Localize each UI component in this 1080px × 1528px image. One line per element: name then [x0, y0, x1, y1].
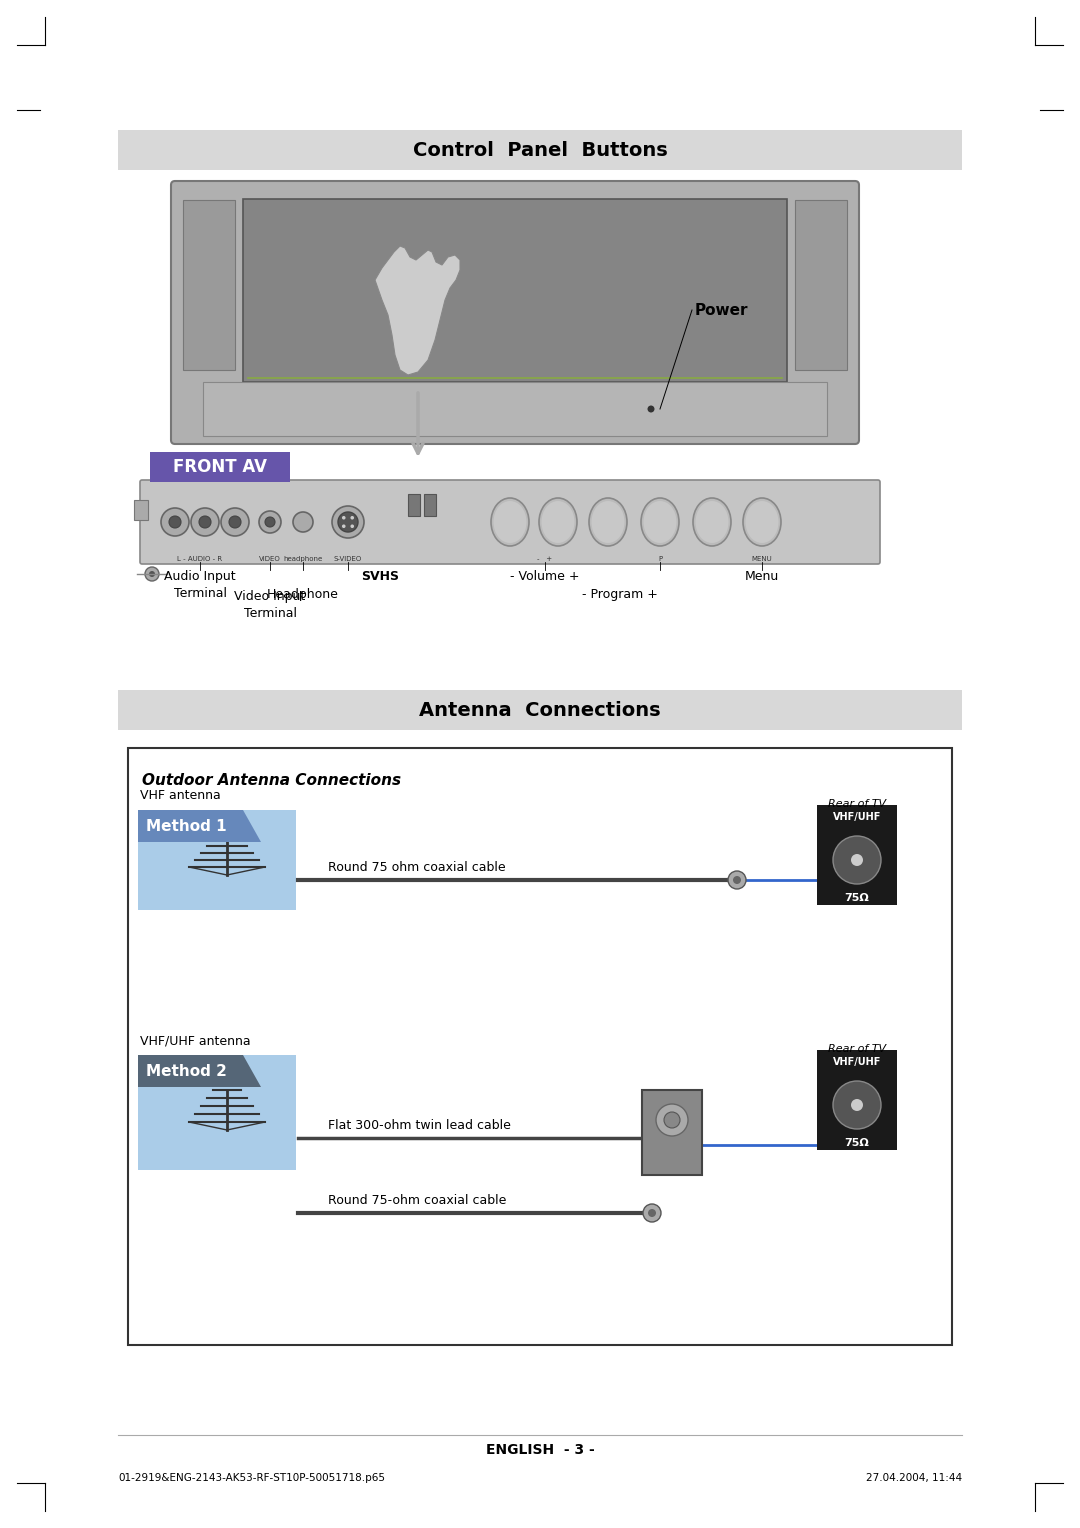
- Ellipse shape: [592, 501, 624, 542]
- Text: Flat 300-ohm twin lead cable: Flat 300-ohm twin lead cable: [328, 1118, 511, 1132]
- Ellipse shape: [693, 498, 731, 545]
- Circle shape: [145, 567, 159, 581]
- Text: - Program +: - Program +: [582, 588, 658, 601]
- Text: -   +: - +: [538, 556, 553, 562]
- Text: Antenna  Connections: Antenna Connections: [419, 700, 661, 720]
- Text: Video Input
Terminal: Video Input Terminal: [234, 590, 306, 620]
- Text: Round 75 ohm coaxial cable: Round 75 ohm coaxial cable: [328, 860, 505, 874]
- Text: 75Ω: 75Ω: [845, 1138, 869, 1148]
- Text: S-VIDEO: S-VIDEO: [334, 556, 362, 562]
- Text: Rear of TV: Rear of TV: [828, 799, 886, 808]
- Bar: [118, 691, 962, 730]
- Polygon shape: [243, 810, 261, 842]
- Text: Outdoor Antenna Connections: Outdoor Antenna Connections: [141, 773, 401, 787]
- Bar: [138, 1054, 243, 1086]
- Ellipse shape: [743, 498, 781, 545]
- Bar: [816, 1050, 897, 1151]
- Text: VHF/UHF antenna: VHF/UHF antenna: [140, 1034, 251, 1047]
- Ellipse shape: [494, 501, 527, 542]
- Circle shape: [338, 512, 357, 532]
- Circle shape: [191, 507, 219, 536]
- Circle shape: [293, 512, 313, 532]
- Text: VHF/UHF: VHF/UHF: [833, 811, 881, 822]
- Bar: [150, 452, 291, 481]
- FancyBboxPatch shape: [140, 480, 880, 564]
- Ellipse shape: [491, 498, 529, 545]
- Text: MENU: MENU: [752, 556, 772, 562]
- Circle shape: [259, 510, 281, 533]
- Bar: [118, 130, 962, 170]
- Polygon shape: [243, 1054, 261, 1086]
- Circle shape: [342, 516, 346, 520]
- Circle shape: [332, 506, 364, 538]
- Text: 75Ω: 75Ω: [845, 892, 869, 903]
- Circle shape: [656, 1105, 688, 1135]
- Circle shape: [350, 524, 354, 529]
- Circle shape: [851, 1099, 863, 1111]
- Circle shape: [221, 507, 249, 536]
- Circle shape: [664, 1112, 680, 1128]
- Circle shape: [648, 1209, 656, 1216]
- Bar: [203, 382, 827, 435]
- FancyBboxPatch shape: [171, 180, 859, 445]
- Circle shape: [833, 836, 881, 885]
- Bar: [138, 810, 296, 911]
- Circle shape: [648, 405, 654, 413]
- Bar: [138, 810, 243, 842]
- Circle shape: [851, 854, 863, 866]
- Circle shape: [168, 516, 181, 529]
- Ellipse shape: [589, 498, 627, 545]
- Circle shape: [833, 1080, 881, 1129]
- Circle shape: [643, 1204, 661, 1222]
- Text: SVHS: SVHS: [361, 570, 399, 584]
- Text: Audio Input
Terminal: Audio Input Terminal: [164, 570, 235, 601]
- Ellipse shape: [541, 501, 575, 542]
- Circle shape: [728, 871, 746, 889]
- Text: Menu: Menu: [745, 570, 779, 584]
- Polygon shape: [375, 246, 460, 374]
- Circle shape: [733, 876, 741, 885]
- Bar: [129, 749, 951, 1345]
- Text: P: P: [658, 556, 662, 562]
- Ellipse shape: [539, 498, 577, 545]
- Bar: [642, 1089, 702, 1175]
- Text: Method 2: Method 2: [146, 1063, 227, 1079]
- Text: - Volume +: - Volume +: [510, 570, 580, 584]
- Bar: [424, 494, 436, 516]
- Bar: [795, 200, 847, 370]
- Text: Rear of TV: Rear of TV: [828, 1044, 886, 1054]
- Bar: [816, 805, 897, 905]
- Text: ENGLISH  - 3 -: ENGLISH - 3 -: [486, 1442, 594, 1458]
- Text: VIDEO: VIDEO: [259, 556, 281, 562]
- Bar: [243, 199, 787, 382]
- Ellipse shape: [745, 501, 779, 542]
- Text: Control  Panel  Buttons: Control Panel Buttons: [413, 141, 667, 159]
- Text: headphone: headphone: [283, 556, 323, 562]
- Text: Round 75-ohm coaxial cable: Round 75-ohm coaxial cable: [328, 1193, 507, 1207]
- Circle shape: [161, 507, 189, 536]
- Bar: [134, 500, 148, 520]
- Ellipse shape: [644, 501, 676, 542]
- Text: 27.04.2004, 11:44: 27.04.2004, 11:44: [866, 1473, 962, 1484]
- Text: VHF antenna: VHF antenna: [140, 788, 220, 802]
- Ellipse shape: [696, 501, 729, 542]
- Circle shape: [149, 571, 156, 578]
- Text: L - AUDIO - R: L - AUDIO - R: [177, 556, 222, 562]
- Bar: [183, 200, 235, 370]
- Ellipse shape: [642, 498, 679, 545]
- Bar: [138, 1054, 296, 1170]
- Bar: [408, 494, 420, 516]
- Circle shape: [199, 516, 211, 529]
- Circle shape: [342, 524, 346, 529]
- Text: VHF/UHF: VHF/UHF: [833, 1057, 881, 1067]
- Text: FRONT AV: FRONT AV: [173, 458, 267, 477]
- Circle shape: [229, 516, 241, 529]
- Circle shape: [350, 516, 354, 520]
- Text: Power: Power: [696, 303, 748, 318]
- Circle shape: [265, 516, 275, 527]
- Text: Method 1: Method 1: [146, 819, 227, 833]
- Text: Headphone: Headphone: [267, 588, 339, 601]
- Text: 01-2919&ENG-2143-AK53-RF-ST10P-50051718.p65: 01-2919&ENG-2143-AK53-RF-ST10P-50051718.…: [118, 1473, 384, 1484]
